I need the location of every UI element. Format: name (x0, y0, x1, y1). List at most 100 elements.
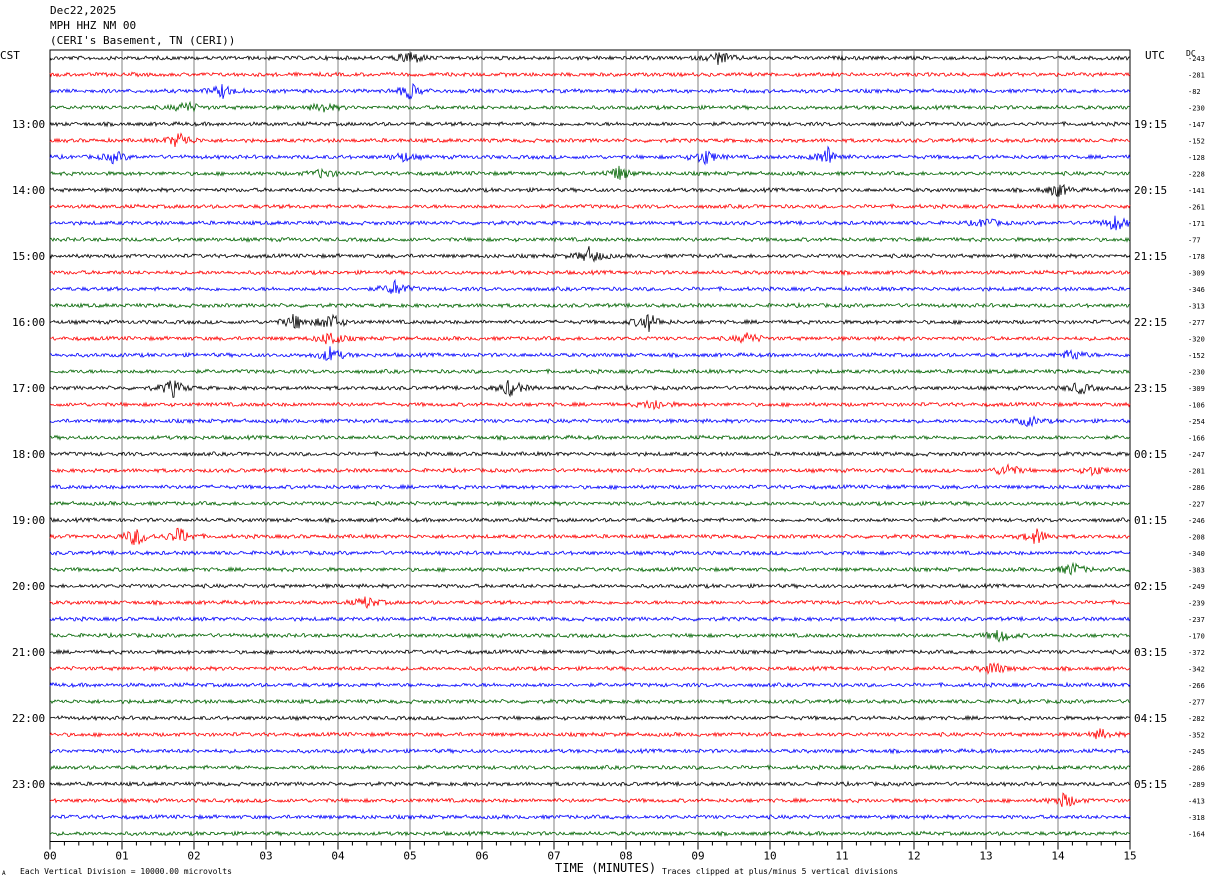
seismic-trace (49, 434, 1131, 441)
dc-offset-label: -166 (1188, 435, 1205, 443)
dc-offset-label: -320 (1188, 336, 1205, 344)
dc-offset-label: -208 (1188, 534, 1205, 542)
dc-offset-label: -286 (1188, 765, 1205, 773)
dc-offset-label: -249 (1188, 583, 1205, 591)
x-tick-label: 02 (187, 850, 200, 863)
dc-offset-label: -281 (1188, 468, 1205, 476)
left-time-label: 19:00 (12, 514, 45, 527)
dc-offset-label: -247 (1188, 451, 1205, 459)
x-tick-label: 15 (1123, 850, 1136, 863)
dc-offset-label: -340 (1188, 550, 1205, 558)
x-tick-label: 11 (835, 850, 848, 863)
x-tick-label: 10 (763, 850, 776, 863)
dc-offset-label: -318 (1188, 814, 1205, 822)
left-time-label: 20:00 (12, 580, 45, 593)
seismic-trace (49, 100, 1131, 113)
seismic-trace (49, 483, 1131, 491)
right-time-label: 03:15 (1134, 646, 1167, 659)
seismic-trace (49, 415, 1131, 428)
dc-offset-label: -147 (1188, 121, 1205, 129)
dc-offset-label: -171 (1188, 220, 1205, 228)
seismic-trace (49, 527, 1130, 546)
seismic-trace (49, 368, 1131, 375)
seismic-trace (49, 183, 1131, 198)
right-time-label: 21:15 (1134, 250, 1167, 263)
seismic-trace (49, 697, 1131, 705)
left-time-label: 14:00 (12, 184, 45, 197)
dc-offset-label: -164 (1188, 831, 1205, 839)
dc-offset-label: -82 (1188, 88, 1201, 96)
seismic-trace (49, 830, 1131, 837)
seismic-trace (49, 615, 1131, 623)
seismic-trace (49, 399, 1131, 411)
left-time-label: 13:00 (12, 118, 45, 131)
right-zone-label: UTC (1145, 49, 1165, 62)
dc-offset-label: -178 (1188, 253, 1205, 261)
seismic-trace (49, 379, 1131, 399)
right-time-label: 20:15 (1134, 184, 1167, 197)
seismic-trace (50, 332, 1131, 345)
dc-offset-label: -227 (1188, 501, 1205, 509)
trace-layer (49, 51, 1131, 837)
seismic-trace (49, 301, 1131, 309)
dc-offset-label: -106 (1188, 402, 1205, 410)
dc-offset-label: -342 (1188, 666, 1205, 674)
dc-offset-label: -372 (1188, 649, 1205, 657)
plot-frame (49, 49, 1131, 842)
left-time-label: 21:00 (12, 646, 45, 659)
dc-offset-label: -237 (1188, 616, 1205, 624)
seismic-trace (49, 813, 1131, 821)
x-tick-label: 08 (619, 850, 632, 863)
x-tick-label: 09 (691, 850, 704, 863)
right-time-label: 23:15 (1134, 382, 1167, 395)
x-tick-label: 06 (475, 850, 488, 863)
left-zone-label: CST (0, 49, 20, 62)
seismic-trace (49, 463, 1131, 477)
seismic-trace (49, 549, 1131, 557)
date-label: Dec22,2025 (50, 4, 117, 17)
station-label: MPH HHZ NM 00 (50, 19, 137, 32)
dc-offset-label: -170 (1188, 633, 1205, 641)
x-tick-label: 04 (331, 850, 345, 863)
dc-offset-label: -281 (1188, 72, 1205, 80)
seismic-trace (49, 596, 1131, 610)
dc-offset-label: -289 (1188, 781, 1205, 789)
seismic-trace (49, 82, 1131, 100)
clip-note: Traces clipped at plus/minus 5 vertical … (662, 867, 899, 876)
seismic-trace (49, 132, 1131, 148)
left-time-label: 18:00 (12, 448, 45, 461)
x-tick-label: 07 (547, 850, 560, 863)
seismic-trace (49, 346, 1131, 361)
dc-offset-label: -266 (1188, 682, 1205, 690)
seismic-trace (50, 165, 1131, 180)
dc-offset-label: -128 (1188, 154, 1205, 162)
x-tick-label: 13 (979, 850, 992, 863)
seismic-trace (49, 269, 1131, 276)
right-time-label: 01:15 (1134, 514, 1167, 527)
left-time-label: 22:00 (12, 712, 45, 725)
x-axis-title: TIME (MINUTES) (555, 861, 657, 875)
left-time-label: 17:00 (12, 382, 45, 395)
dc-offset-label: -352 (1188, 732, 1205, 740)
label-layer: 00 01 02 03 04 05 06 07 08 09 10 11 12 13 14 15 -243 -281… (12, 55, 1205, 863)
seismic-trace (49, 792, 1131, 808)
seismic-trace (49, 203, 1131, 210)
dc-offset-label: -152 (1188, 352, 1205, 360)
seismic-trace (49, 236, 1131, 243)
right-time-label: 00:15 (1134, 448, 1167, 461)
seismic-trace (49, 728, 1131, 740)
dc-offset-label: -383 (1188, 567, 1205, 575)
seismic-trace (49, 747, 1131, 755)
grid-layer (49, 49, 1131, 850)
seismic-trace (49, 714, 1131, 722)
seismic-trace (49, 516, 1131, 524)
seismic-trace (49, 582, 1131, 590)
corner-mark: A (2, 870, 6, 877)
right-time-label: 19:15 (1134, 118, 1167, 131)
dc-offset-label: -239 (1188, 600, 1205, 608)
dc-offset-label: -309 (1188, 385, 1205, 393)
dc-offset-label: -261 (1188, 204, 1205, 212)
seismic-trace (49, 561, 1131, 576)
dc-offset-label: -254 (1188, 418, 1205, 426)
